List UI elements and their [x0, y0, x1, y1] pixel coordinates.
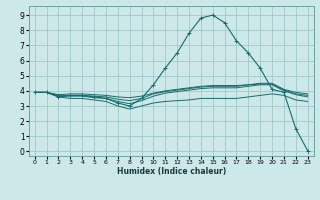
X-axis label: Humidex (Indice chaleur): Humidex (Indice chaleur): [116, 167, 226, 176]
